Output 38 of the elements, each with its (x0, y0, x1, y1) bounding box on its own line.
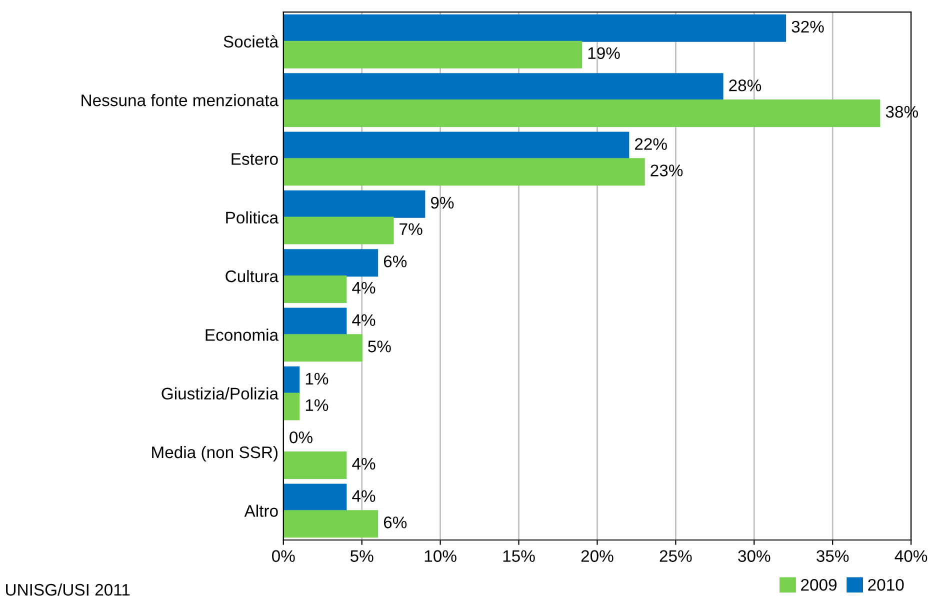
data-label: 1% (306, 399, 328, 411)
x-tick-label: 5% (350, 550, 374, 562)
x-tick-label: 25% (660, 550, 692, 562)
x-tick-label: 0% (272, 550, 295, 562)
y-tick-label: Economia (206, 328, 279, 341)
y-tick-label: Media (non SSR) (152, 446, 278, 462)
y-tick-label: Altro (244, 504, 278, 517)
data-label: 23% (650, 164, 683, 176)
y-tick-label: Giustizia/Polizia (162, 387, 279, 400)
data-label: 7% (400, 223, 422, 235)
data-label: 4% (352, 314, 376, 326)
x-tick-label: 35% (816, 550, 849, 562)
legend-label: 2010 (868, 578, 904, 591)
x-tick-label: 40% (894, 550, 928, 562)
data-label: 32% (792, 20, 824, 33)
x-tick-label: 10% (424, 550, 456, 562)
data-label: 4% (352, 458, 376, 470)
data-label: 4% (352, 490, 376, 502)
y-tick-label: Nessuna fonte menzionata (82, 94, 279, 106)
data-label: 6% (384, 516, 407, 528)
y-tick-label: Cultura (226, 270, 279, 282)
data-label: 4% (352, 282, 376, 294)
y-tick-label: Politica (226, 211, 279, 224)
y-tick-label: Società (224, 35, 279, 48)
data-label: 6% (384, 255, 407, 268)
legend-label: 2009 (801, 578, 837, 591)
x-tick-label: 20% (581, 550, 614, 562)
data-label: 0% (290, 431, 312, 444)
data-label: 5% (368, 340, 391, 352)
y-tick-label: Estero (232, 153, 278, 165)
data-label: 28% (729, 80, 762, 92)
data-label: 9% (430, 196, 454, 209)
x-tick-label: 30% (738, 550, 770, 562)
x-tick-label: 15% (503, 550, 535, 562)
data-label: 1% (306, 372, 328, 385)
text: UNISG/USI 2011 (6, 583, 130, 596)
data-label: 22% (635, 138, 667, 150)
data-label: 19% (588, 47, 620, 60)
